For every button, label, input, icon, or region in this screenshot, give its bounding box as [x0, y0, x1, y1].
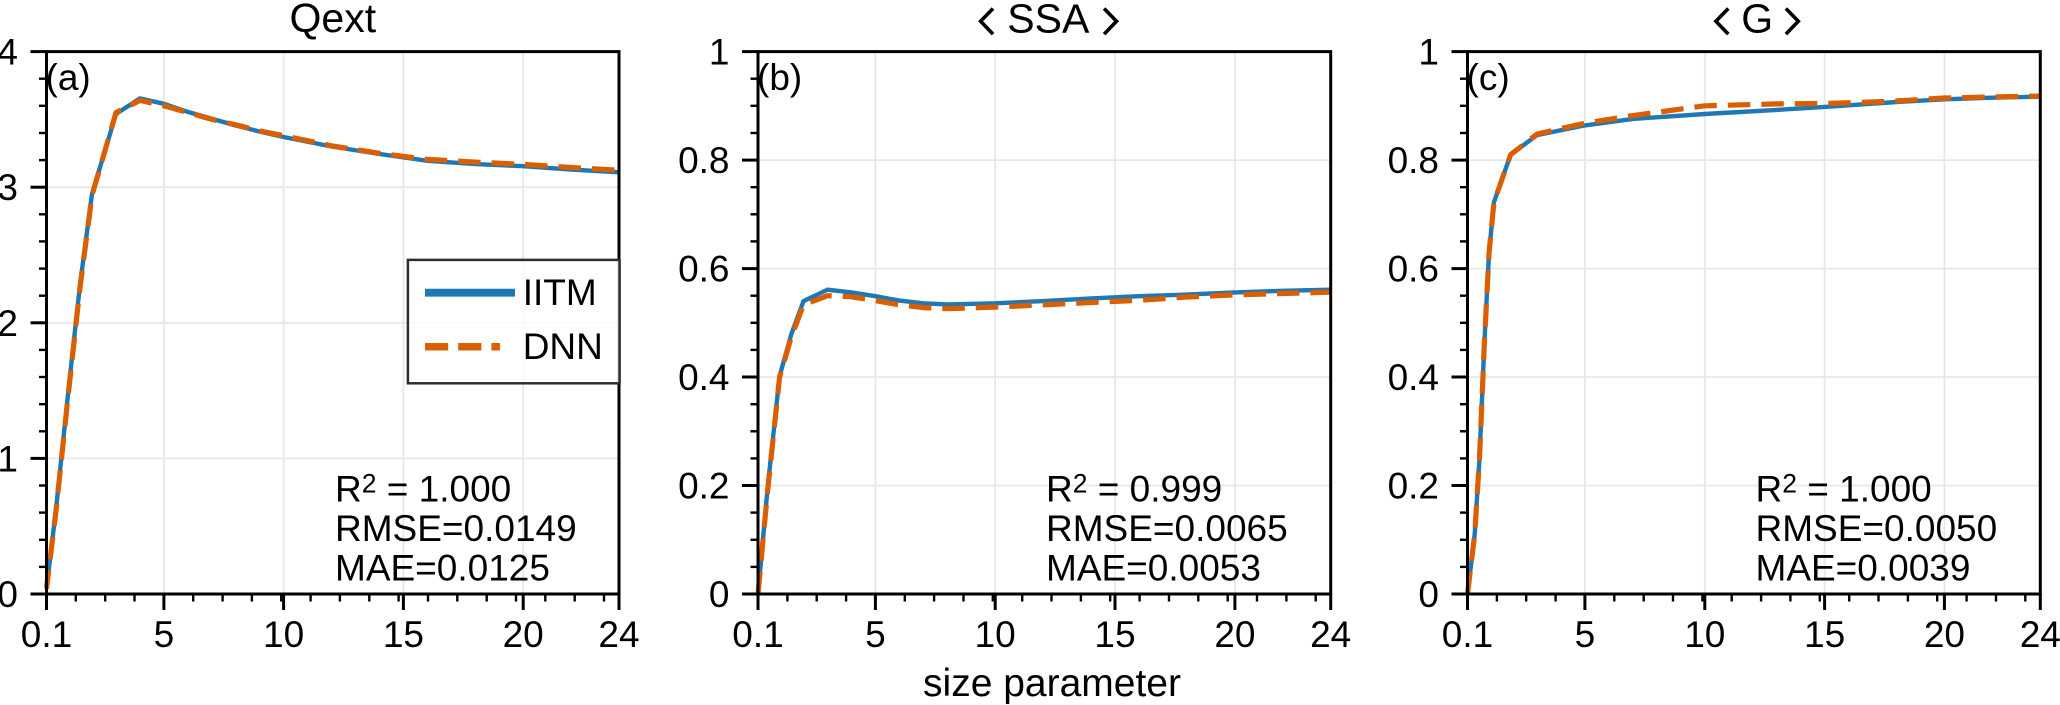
svg-text:Qext: Qext [290, 0, 377, 41]
svg-text:10: 10 [975, 614, 1016, 655]
svg-text:0: 0 [709, 574, 730, 615]
svg-text:MAE=0.0053: MAE=0.0053 [1046, 548, 1261, 589]
svg-text:15: 15 [383, 614, 424, 655]
svg-text:0.6: 0.6 [1388, 249, 1439, 290]
svg-text:4: 4 [0, 32, 18, 73]
svg-text:0.6: 0.6 [678, 249, 729, 290]
svg-text:MAE=0.0039: MAE=0.0039 [1756, 548, 1971, 589]
svg-text:5: 5 [1575, 614, 1596, 655]
svg-text:15: 15 [1804, 614, 1845, 655]
svg-text:MAE=0.0125: MAE=0.0125 [335, 548, 550, 589]
svg-text:size parameter: size parameter [923, 662, 1181, 705]
svg-text:0: 0 [1418, 574, 1439, 615]
svg-text:IITM: IITM [523, 272, 597, 313]
svg-text:RMSE=0.0050: RMSE=0.0050 [1756, 508, 1998, 549]
svg-text:SSA: SSA [1007, 0, 1090, 41]
svg-text:R2 = 1.000: R2 = 1.000 [335, 468, 511, 509]
svg-text:0.2: 0.2 [1388, 466, 1439, 507]
svg-text:(a): (a) [46, 57, 91, 98]
svg-text:0.1: 0.1 [1442, 614, 1493, 655]
svg-text:0.1: 0.1 [732, 614, 783, 655]
svg-text:0.4: 0.4 [678, 357, 729, 398]
svg-text:R2 = 1.000: R2 = 1.000 [1756, 468, 1932, 509]
svg-text:0: 0 [0, 574, 18, 615]
svg-text:2: 2 [0, 303, 18, 344]
svg-text:24: 24 [598, 614, 639, 655]
svg-text:20: 20 [1214, 614, 1255, 655]
svg-text:5: 5 [154, 614, 175, 655]
svg-text:RMSE=0.0065: RMSE=0.0065 [1046, 508, 1288, 549]
svg-text:RMSE=0.0149: RMSE=0.0149 [335, 508, 577, 549]
svg-text:DNN: DNN [523, 326, 603, 367]
svg-text:10: 10 [263, 614, 304, 655]
svg-text:(c): (c) [1467, 57, 1510, 98]
svg-text:R2 = 0.999: R2 = 0.999 [1046, 468, 1222, 509]
svg-text:5: 5 [865, 614, 886, 655]
svg-text:3: 3 [0, 167, 18, 208]
svg-text:0.2: 0.2 [678, 466, 729, 507]
svg-text:0.8: 0.8 [1388, 140, 1439, 181]
svg-text:1: 1 [1418, 32, 1439, 73]
svg-text:10: 10 [1684, 614, 1725, 655]
svg-text:1: 1 [0, 438, 18, 479]
svg-text:15: 15 [1094, 614, 1135, 655]
svg-text:20: 20 [1924, 614, 1965, 655]
svg-text:0.4: 0.4 [1388, 357, 1439, 398]
svg-text:24: 24 [1310, 614, 1351, 655]
svg-text:0.1: 0.1 [21, 614, 72, 655]
svg-text:24: 24 [2020, 614, 2060, 655]
svg-text:0.8: 0.8 [678, 140, 729, 181]
svg-text:G: G [1741, 0, 1773, 41]
svg-text:1: 1 [709, 32, 730, 73]
svg-text:20: 20 [503, 614, 544, 655]
svg-text:(b): (b) [757, 57, 802, 98]
